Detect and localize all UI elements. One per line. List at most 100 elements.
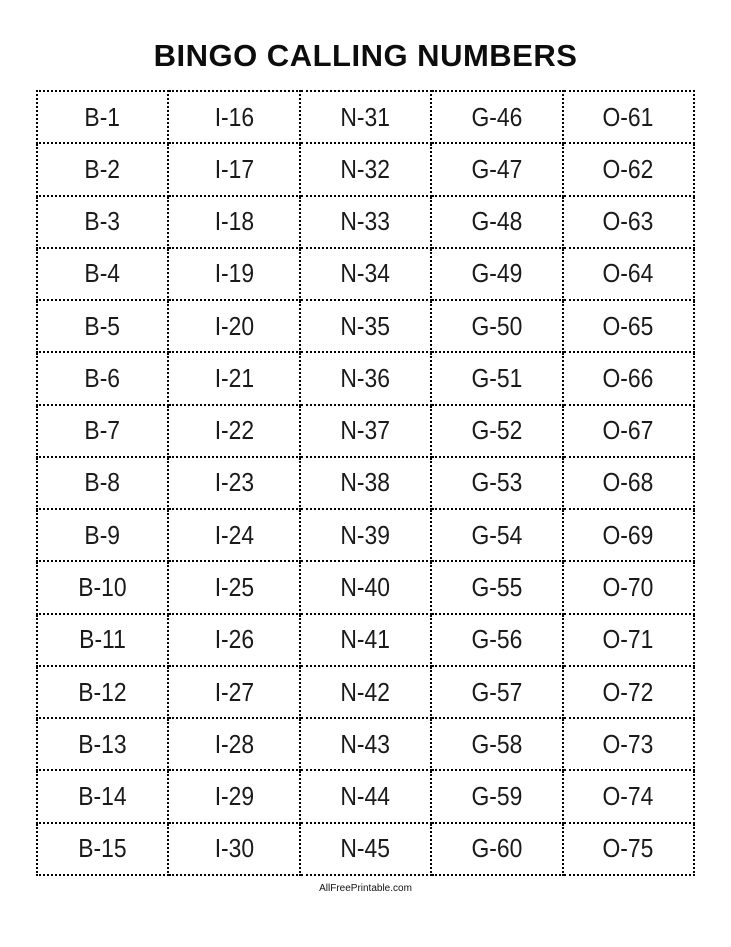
bingo-cell: G-47 xyxy=(430,142,564,197)
bingo-cell: O-65 xyxy=(561,299,696,354)
bingo-call-label: G-50 xyxy=(471,310,523,341)
bingo-cell: I-28 xyxy=(167,717,301,772)
bingo-cell: O-67 xyxy=(561,403,696,458)
bingo-cell: O-66 xyxy=(561,351,696,406)
bingo-call-label: B-12 xyxy=(78,676,127,707)
bingo-call-label: B-8 xyxy=(84,467,121,498)
bingo-cell: I-17 xyxy=(167,142,301,197)
bingo-cell: N-37 xyxy=(298,403,433,458)
bingo-cell: N-34 xyxy=(298,246,433,302)
table-row: B-2 I-17 N-32 G-47 O-62 xyxy=(35,142,696,197)
table-row: B-1 I-16 N-31 G-46 O-61 xyxy=(35,89,696,145)
bingo-cell: N-40 xyxy=(298,560,433,615)
bingo-cell: N-31 xyxy=(298,89,433,145)
bingo-call-label: O-69 xyxy=(602,519,654,550)
bingo-call-label: N-41 xyxy=(340,624,391,655)
bingo-cell: G-54 xyxy=(430,508,564,563)
bingo-cell: I-18 xyxy=(167,194,301,249)
bingo-call-label: O-73 xyxy=(602,728,654,759)
bingo-call-label: O-74 xyxy=(602,781,654,812)
bingo-cell: B-3 xyxy=(35,194,170,249)
table-row: B-6 I-21 N-36 G-51 O-66 xyxy=(35,351,696,406)
bingo-call-label: G-47 xyxy=(471,153,523,184)
bingo-call-label: N-40 xyxy=(340,572,391,603)
bingo-cell: O-64 xyxy=(561,246,696,302)
bingo-call-label: I-21 xyxy=(214,362,254,393)
bingo-call-label: O-61 xyxy=(602,101,654,132)
bingo-call-label: G-53 xyxy=(471,467,523,498)
bingo-call-label: B-9 xyxy=(84,519,121,550)
bingo-cell: N-32 xyxy=(298,142,433,197)
table-row: B-15 I-30 N-45 G-60 O-75 xyxy=(35,821,696,877)
bingo-cell: G-59 xyxy=(430,769,564,824)
bingo-cell: I-24 xyxy=(167,508,301,563)
bingo-call-label: I-18 xyxy=(214,206,254,237)
bingo-cell: B-15 xyxy=(35,821,170,877)
bingo-call-label: O-64 xyxy=(602,258,654,289)
page-title: BINGO CALLING NUMBERS xyxy=(153,38,578,73)
bingo-cell: B-7 xyxy=(35,403,170,458)
bingo-call-label: G-58 xyxy=(471,728,523,759)
bingo-cell: O-74 xyxy=(561,769,696,824)
table-row: B-9 I-24 N-39 G-54 O-69 xyxy=(35,508,696,563)
table-row: B-4 I-19 N-34 G-49 O-64 xyxy=(35,246,696,302)
bingo-cell: O-72 xyxy=(561,664,696,720)
bingo-call-label: B-5 xyxy=(84,310,121,341)
bingo-cell: I-25 xyxy=(167,560,301,615)
bingo-call-label: O-70 xyxy=(602,572,654,603)
bingo-cell: B-4 xyxy=(35,246,170,302)
bingo-call-label: N-33 xyxy=(340,206,391,237)
bingo-call-label: G-52 xyxy=(471,415,523,446)
bingo-cell: I-27 xyxy=(167,664,301,720)
bingo-call-label: B-1 xyxy=(84,101,121,132)
bingo-cell: N-45 xyxy=(298,821,433,877)
bingo-cell: B-6 xyxy=(35,351,170,406)
bingo-cell: O-62 xyxy=(561,142,696,197)
bingo-cell: G-52 xyxy=(430,403,564,458)
bingo-call-label: N-43 xyxy=(340,728,391,759)
bingo-call-label: I-17 xyxy=(214,153,254,184)
bingo-table-body: B-1 I-16 N-31 G-46 O-61 B-2 I-17 N-32 G-47 O-62 B-… xyxy=(35,89,696,877)
table-row: B-5 I-20 N-35 G-50 O-65 xyxy=(35,299,696,354)
bingo-call-label: O-71 xyxy=(602,624,654,655)
bingo-cell: I-26 xyxy=(167,612,301,667)
bingo-call-label: O-62 xyxy=(602,153,654,184)
bingo-cell: O-70 xyxy=(561,560,696,615)
bingo-call-label: G-57 xyxy=(471,676,523,707)
bingo-cell: N-42 xyxy=(298,664,433,720)
table-row: B-14 I-29 N-44 G-59 O-74 xyxy=(35,769,696,824)
bingo-cell: I-20 xyxy=(167,299,301,354)
bingo-cell: O-73 xyxy=(561,717,696,772)
table-row: B-7 I-22 N-37 G-52 O-67 xyxy=(35,403,696,458)
bingo-call-label: N-31 xyxy=(340,101,391,132)
bingo-call-label: B-11 xyxy=(79,624,127,655)
bingo-cell: G-60 xyxy=(430,821,564,877)
bingo-call-label: B-14 xyxy=(78,781,127,812)
table-row: B-12 I-27 N-42 G-57 O-72 xyxy=(35,664,696,720)
bingo-call-label: O-65 xyxy=(602,310,654,341)
bingo-cell: N-41 xyxy=(298,612,433,667)
bingo-cell: N-38 xyxy=(298,455,433,511)
bingo-cell: B-2 xyxy=(35,142,170,197)
bingo-cell: N-44 xyxy=(298,769,433,824)
bingo-cell: O-61 xyxy=(561,89,696,145)
bingo-call-label: I-23 xyxy=(214,467,254,498)
bingo-cell: N-43 xyxy=(298,717,433,772)
bingo-call-label: O-68 xyxy=(602,467,654,498)
bingo-call-label: I-29 xyxy=(214,781,254,812)
bingo-cell: G-46 xyxy=(430,89,564,145)
bingo-cell: G-49 xyxy=(430,246,564,302)
bingo-call-label: I-30 xyxy=(214,833,254,864)
table-row: B-11 I-26 N-41 G-56 O-71 xyxy=(35,612,696,667)
bingo-cell: O-68 xyxy=(561,455,696,511)
bingo-call-label: I-20 xyxy=(214,310,254,341)
bingo-call-label: O-66 xyxy=(602,362,654,393)
bingo-call-label: O-75 xyxy=(602,833,654,864)
bingo-cell: G-50 xyxy=(430,299,564,354)
bingo-call-label: B-2 xyxy=(84,153,121,184)
bingo-call-label: G-60 xyxy=(471,833,523,864)
bingo-cell: I-16 xyxy=(167,89,301,145)
bingo-cell: B-1 xyxy=(35,89,170,145)
bingo-cell: N-39 xyxy=(298,508,433,563)
